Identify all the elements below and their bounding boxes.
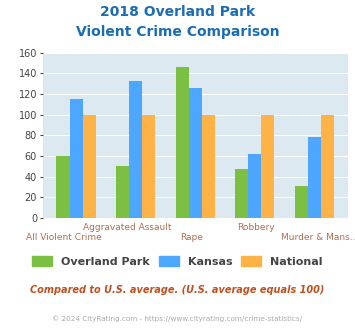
Bar [83, 115, 96, 218]
Bar [129, 81, 142, 218]
Text: Aggravated Assault: Aggravated Assault [83, 223, 172, 232]
Bar [321, 115, 334, 218]
Text: Compared to U.S. average. (U.S. average equals 100): Compared to U.S. average. (U.S. average … [30, 285, 325, 295]
Text: Rape: Rape [180, 233, 203, 242]
Text: All Violent Crime: All Violent Crime [26, 233, 102, 242]
Text: Murder & Mans...: Murder & Mans... [281, 233, 355, 242]
Bar [116, 166, 129, 218]
Text: Robbery: Robbery [237, 223, 274, 232]
Bar [142, 115, 155, 218]
Bar [176, 67, 189, 218]
Bar [308, 137, 321, 218]
Bar [261, 115, 274, 218]
Bar [248, 154, 261, 218]
Bar [70, 99, 83, 218]
Text: © 2024 CityRating.com - https://www.cityrating.com/crime-statistics/: © 2024 CityRating.com - https://www.city… [53, 315, 302, 322]
Bar [189, 88, 202, 218]
Text: 2018 Overland Park: 2018 Overland Park [100, 5, 255, 19]
Legend: Overland Park, Kansas, National: Overland Park, Kansas, National [28, 251, 327, 271]
Bar [295, 186, 308, 218]
Bar [235, 169, 248, 218]
Bar [56, 156, 70, 218]
Bar [202, 115, 215, 218]
Text: Violent Crime Comparison: Violent Crime Comparison [76, 25, 279, 39]
